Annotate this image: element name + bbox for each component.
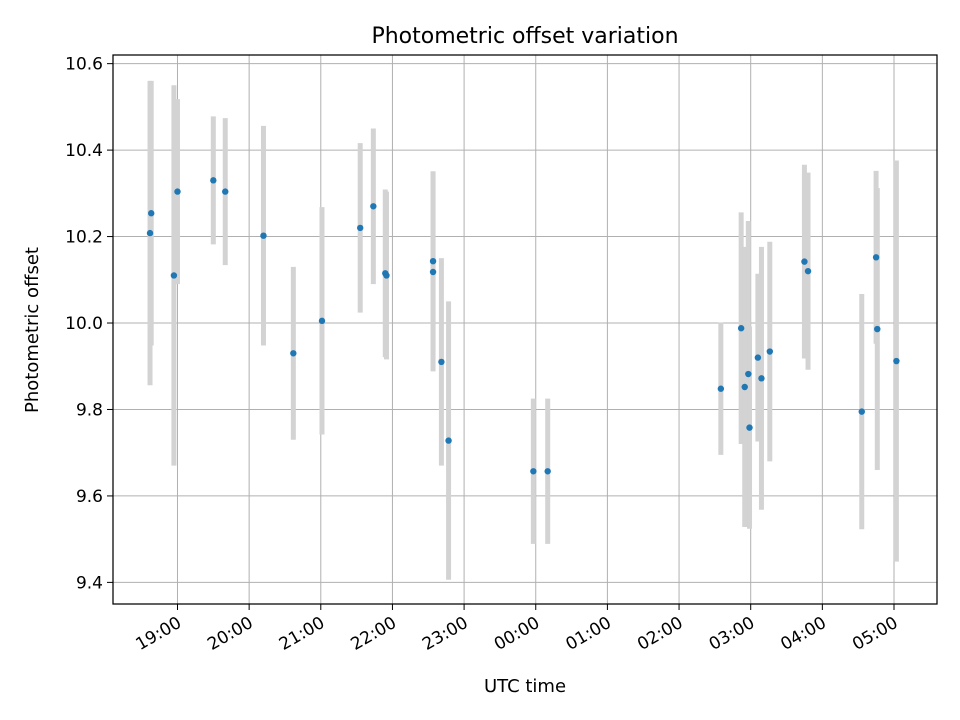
y-tick-label: 10.6 <box>65 55 103 75</box>
data-point <box>717 385 725 392</box>
data-point <box>170 272 178 279</box>
data-point <box>146 229 154 237</box>
y-tick-label: 10.4 <box>65 141 103 161</box>
data-point <box>858 408 865 415</box>
data-point <box>758 375 765 382</box>
data-point <box>210 177 217 184</box>
data-point <box>357 224 364 232</box>
data-point <box>318 317 326 325</box>
data-point <box>804 267 812 275</box>
data-point <box>754 354 762 361</box>
data-point <box>222 188 229 195</box>
data-point <box>746 424 753 431</box>
data-point <box>801 258 808 265</box>
y-axis-ticks: 9.4 9.6 9.8 10.0 10.2 10.4 10.6 <box>65 55 113 593</box>
data-point <box>745 370 752 378</box>
chart-title: Photometric offset variation <box>371 24 678 49</box>
data-point <box>544 468 551 475</box>
y-tick-label: 9.4 <box>76 573 103 593</box>
y-tick-label: 10.2 <box>65 228 103 248</box>
data-point <box>438 358 445 366</box>
data-point <box>530 468 537 475</box>
data-point <box>429 268 437 276</box>
data-point <box>445 437 452 444</box>
data-point <box>429 257 437 265</box>
data-point <box>737 325 745 332</box>
data-point <box>148 210 155 217</box>
y-tick-label: 9.6 <box>76 487 103 507</box>
data-point <box>766 348 774 355</box>
data-point <box>174 188 181 195</box>
data-point <box>741 383 748 391</box>
data-point <box>370 203 377 210</box>
data-point <box>383 272 390 279</box>
y-tick-label: 10.0 <box>65 314 103 334</box>
x-axis-label: UTC time <box>484 676 566 697</box>
axes-frame <box>112 54 938 605</box>
data-point <box>290 350 297 357</box>
data-point <box>874 325 881 333</box>
data-point <box>260 232 267 239</box>
y-axis-label: Photometric offset <box>22 247 43 413</box>
y-tick-label: 9.8 <box>76 400 103 420</box>
grid <box>113 55 937 604</box>
data-points <box>146 177 900 475</box>
data-point <box>893 357 900 365</box>
data-point <box>872 254 880 261</box>
